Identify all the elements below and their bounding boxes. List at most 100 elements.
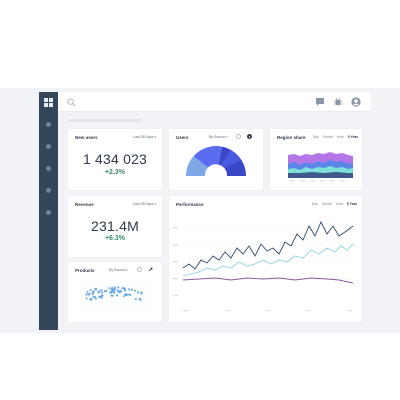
new-users-delta: +2.3% [104,169,126,176]
performance-series-purple [182,277,354,284]
scatter-point [133,289,136,292]
scatter-point [130,288,133,291]
revenue-period-dropdown[interactable]: Last 28 Days▾ [133,202,156,206]
scatter-point [89,289,92,292]
performance-series-teal [182,243,354,277]
scatter-point [138,297,141,300]
scatter-point [113,288,116,291]
scatter-point [108,287,111,290]
scatter-point [140,292,143,295]
scatter-point [85,297,88,300]
products-scatter-chart [81,285,156,311]
products-title: Products [75,268,95,273]
scatter-point [123,289,127,292]
info-icon[interactable] [247,134,252,139]
scatter-point [88,292,91,295]
tab-year[interactable]: Year [336,135,344,139]
search-icon[interactable] [67,98,76,107]
tab-month[interactable]: Month [321,202,332,206]
scatter-point [98,290,101,293]
scatter-point [116,289,119,292]
nav-item-5[interactable] [46,210,51,215]
region-share-title: Region share [277,135,306,140]
scatter-point [111,286,114,290]
scatter-point [98,295,101,298]
performance-card: Performance Day Month Year 5 Year [169,196,362,322]
scatter-point [123,295,126,298]
tab-year[interactable]: Year [335,202,343,206]
expand-icon[interactable] [148,267,153,272]
tab-5-year[interactable]: 5 Year [347,135,358,139]
scatter-point [111,290,114,293]
nav-item-4[interactable] [46,188,51,193]
scatter-point [92,296,95,299]
settings-icon[interactable] [137,267,142,272]
chevron-down-icon: ▾ [226,135,228,139]
region-share-tabs: Day Month Year 5 Year [310,135,358,139]
scatter-point [119,290,122,293]
scatter-point [94,287,97,291]
new-users-value: 1 434 023 [82,151,148,167]
breadcrumb [68,119,142,122]
products-card: Products By Source▾ [68,262,162,322]
performance-title: Performance [176,202,204,207]
app-logo-icon[interactable] [44,98,53,107]
performance-line-chart [173,220,355,312]
chevron-down-icon: ▾ [154,135,156,139]
tab-day[interactable]: Day [312,135,319,139]
chevron-down-icon: ▾ [154,202,156,206]
new-users-title: New users [75,135,98,140]
scatter-point [136,291,140,294]
performance-tabs: Day Month Year 5 Year [309,202,357,206]
donut-segment-light [186,156,208,176]
scatter-point [92,290,95,293]
scatter-point [113,286,116,289]
scatter-point [121,287,124,290]
area-series-navy [288,172,353,178]
revenue-delta: +6.3% [104,235,126,242]
user-avatar-icon[interactable] [351,97,361,107]
top-bar [58,92,371,112]
scatter-point [101,291,104,294]
scatter-point [112,290,115,293]
bug-icon[interactable] [333,97,343,107]
nav-item-1[interactable] [46,122,51,127]
settings-icon[interactable] [236,134,241,139]
users-source-dropdown[interactable]: By Source▾ [209,135,228,139]
users-card: Users By Source▾ [169,129,263,190]
scatter-point [100,289,103,292]
scatter-point [86,291,89,294]
chat-icon[interactable] [315,97,325,107]
scatter-point [85,293,88,296]
donut-segment-accent [221,150,241,168]
users-title: Users [176,135,189,140]
scatter-point [116,294,119,297]
products-source-dropdown[interactable]: By Source▾ [109,268,128,272]
new-users-period-dropdown[interactable]: Last 28 Days▾ [133,135,156,139]
new-users-card: New users Last 28 Days▾ 1 434 023 +2.3% [68,129,162,190]
scatter-point [91,292,95,296]
scatter-point [128,288,131,291]
donut-segment-mid [193,146,222,168]
revenue-value: 231.4M [91,218,139,234]
scatter-point [103,290,106,293]
scatter-point [128,293,131,296]
scatter-point [111,294,114,297]
scatter-point [134,297,137,301]
region-share-area-chart [287,152,356,182]
scatter-point [94,297,97,300]
tab-day[interactable]: Day [311,202,318,206]
tab-month[interactable]: Month [322,135,333,139]
scatter-point [125,293,129,296]
tab-5-year[interactable]: 5 Year [346,202,357,206]
revenue-card: Revenue Last 28 Days▾ 231.4M +6.3% [68,196,162,257]
nav-item-2[interactable] [46,144,51,149]
chevron-down-icon: ▾ [126,268,128,272]
revenue-title: Revenue [75,202,94,207]
region-share-card: Region share Day Month Year 5 Year [270,129,362,190]
users-donut-chart [186,146,246,176]
nav-item-3[interactable] [46,166,51,171]
scatter-point [100,294,103,297]
performance-series-navy [182,220,354,270]
scatter-point [90,298,93,301]
